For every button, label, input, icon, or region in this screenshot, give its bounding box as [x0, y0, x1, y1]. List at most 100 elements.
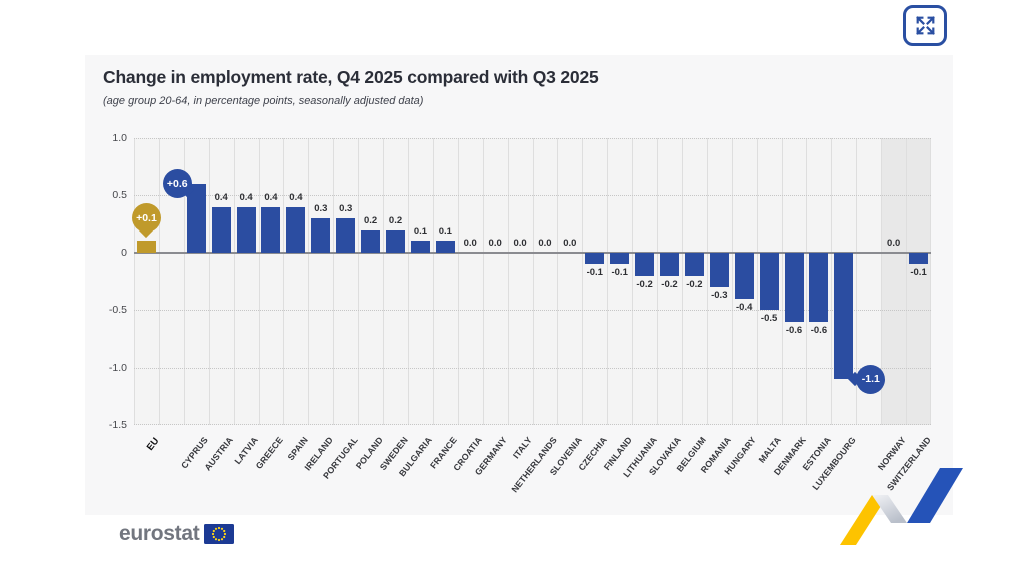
gridline-v — [781, 138, 783, 425]
bar-austria[interactable] — [211, 206, 231, 253]
gridline-h — [134, 367, 931, 369]
gridline-v — [258, 138, 260, 425]
value-label-slovenia: 0.0 — [563, 237, 577, 249]
chart-subtitle: (age group 20-64, in percentage points, … — [103, 95, 424, 107]
value-label-netherlands: 0.0 — [538, 237, 552, 249]
value-label-spain: 0.4 — [289, 191, 303, 203]
chart-wrap: 1.0 0.5 0 -0.5 -1.0 -1.5 EU +0.1 CYPRUS +0.6 0.4 A… — [85, 132, 953, 510]
gridline-v — [233, 138, 235, 425]
gridline-v — [906, 138, 908, 425]
expand-arrows-icon — [915, 16, 935, 35]
column-shade-norway — [881, 138, 907, 425]
y-axis: 1.0 0.5 0 -0.5 -1.0 -1.5 — [85, 132, 127, 431]
gridline-v — [856, 138, 858, 425]
gridline-v — [333, 138, 335, 425]
gridline-v — [283, 138, 285, 425]
value-label-slovakia: -0.2 — [661, 278, 678, 290]
bar-cyprus[interactable] — [186, 183, 206, 253]
gridline-v — [806, 138, 808, 425]
bar-belgium[interactable] — [684, 252, 704, 276]
gridline-v — [657, 138, 659, 425]
gridline-v — [457, 138, 459, 425]
value-label-estonia: -0.6 — [810, 324, 828, 336]
y-tick-label: -1.0 — [108, 361, 127, 374]
value-label-portugal: 0.3 — [339, 203, 353, 215]
gridline-v — [532, 138, 534, 425]
value-label-romania: -0.3 — [711, 290, 728, 302]
zero-line — [134, 252, 931, 254]
value-label-finland: -0.1 — [611, 267, 628, 279]
value-label-norway: 0.0 — [887, 237, 901, 249]
y-tick-label: 0.5 — [112, 189, 127, 202]
bar-poland[interactable] — [361, 229, 381, 253]
gridline-v — [582, 138, 584, 425]
value-label-france: 0.1 — [438, 226, 452, 238]
bar-romania[interactable] — [709, 252, 729, 288]
gridline-v — [930, 138, 931, 425]
gridline-h — [134, 310, 931, 312]
gridline-v — [134, 138, 135, 425]
value-label-switzerland: -0.1 — [910, 267, 927, 279]
bar-malta[interactable] — [759, 252, 779, 311]
gridline-v — [507, 138, 509, 425]
value-label-italy: 0.0 — [513, 237, 527, 249]
value-label-ireland: 0.3 — [314, 203, 328, 215]
value-label-bulgaria: 0.1 — [413, 226, 428, 238]
bar-bulgaria[interactable] — [410, 241, 430, 253]
gridline-v — [706, 138, 708, 425]
badge-cyprus: +0.6 — [162, 169, 192, 199]
bar-hungary[interactable] — [734, 252, 754, 299]
y-tick-label: -1.5 — [108, 419, 127, 431]
value-label-malta: -0.5 — [760, 313, 778, 325]
gridline-h — [134, 424, 931, 425]
column-shade-switzerland — [906, 138, 931, 425]
eu-flag-icon — [204, 524, 235, 544]
gridline-v — [383, 138, 385, 425]
gridline-v — [607, 138, 609, 425]
value-label-belgium: -0.2 — [686, 278, 703, 290]
chart-title: Change in employment rate, Q4 2025 compa… — [103, 67, 599, 87]
gridline-v — [756, 138, 758, 425]
gridline-v — [208, 138, 210, 425]
ribbon-decoration — [840, 468, 963, 545]
gridline-h — [134, 138, 931, 139]
y-tick-label: 1.0 — [112, 132, 127, 144]
value-label-poland: 0.2 — [364, 214, 378, 226]
gridline-v — [358, 138, 360, 425]
bar-switzerland[interactable] — [909, 252, 929, 265]
fullscreen-button[interactable] — [903, 5, 947, 46]
gridline-h — [134, 195, 931, 197]
gridline-v — [407, 138, 409, 425]
bar-finland[interactable] — [610, 252, 630, 265]
value-label-czechia: -0.1 — [586, 267, 603, 279]
gridline-v — [308, 138, 310, 425]
bar-czechia[interactable] — [585, 252, 605, 265]
bar-latvia[interactable] — [236, 206, 256, 253]
value-label-denmark: -0.6 — [785, 324, 803, 336]
bar-sweden[interactable] — [386, 229, 406, 253]
bar-slovakia[interactable] — [659, 252, 679, 276]
bar-denmark[interactable] — [784, 252, 804, 322]
y-tick-label: -0.5 — [108, 304, 127, 317]
eurostat-logo[interactable]: eurostat — [119, 522, 235, 546]
value-label-croatia: 0.0 — [463, 237, 477, 249]
chart-card: Change in employment rate, Q4 2025 compa… — [85, 55, 953, 515]
bar-ireland[interactable] — [311, 218, 331, 253]
bar-lithuania[interactable] — [635, 252, 655, 276]
value-label-latvia: 0.4 — [239, 191, 253, 203]
gridline-v — [158, 138, 160, 425]
value-label-austria: 0.4 — [214, 191, 228, 203]
bar-greece[interactable] — [261, 206, 281, 253]
bar-portugal[interactable] — [336, 218, 356, 253]
bar-france[interactable] — [435, 241, 455, 253]
bar-eu[interactable] — [136, 241, 156, 253]
bar-estonia[interactable] — [809, 252, 829, 322]
badge-luxembourg: -1.1 — [856, 364, 886, 394]
gridline-v — [881, 138, 883, 425]
gridline-v — [183, 138, 185, 425]
gridline-v — [632, 138, 634, 425]
value-label-germany: 0.0 — [488, 237, 502, 249]
bar-spain[interactable] — [286, 206, 306, 253]
value-label-sweden: 0.2 — [388, 214, 403, 226]
bar-luxembourg[interactable] — [834, 252, 854, 380]
